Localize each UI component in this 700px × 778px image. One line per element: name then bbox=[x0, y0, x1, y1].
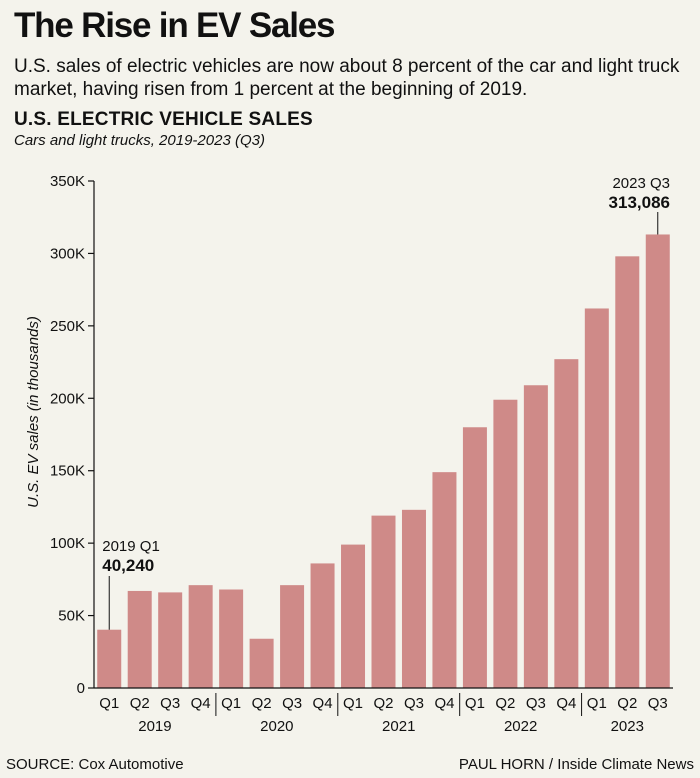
bar bbox=[188, 585, 213, 688]
x-axis-ticks: Q1 Q2 Q3 Q4 Q1 Q2 Q3 Q4 Q1 Q2 Q3 Q4 Q1 Q2 Q3 Q4 Q1 Q2 Q3 bbox=[99, 695, 668, 712]
x-tick-label: Q4 bbox=[313, 695, 333, 712]
y-tick-label: 0 bbox=[77, 680, 85, 697]
y-tick-label: 200K bbox=[50, 390, 85, 407]
bar bbox=[645, 234, 670, 688]
x-tick-label: Q2 bbox=[373, 695, 393, 712]
y-tick-label: 250K bbox=[50, 318, 85, 335]
x-tick-label: Q3 bbox=[526, 695, 546, 712]
bar bbox=[462, 427, 487, 688]
x-tick-label: Q1 bbox=[343, 695, 363, 712]
bar bbox=[615, 256, 640, 688]
bar bbox=[523, 385, 548, 688]
annotation-value: 40,240 bbox=[102, 556, 154, 575]
source-note: SOURCE: Cox Automotive bbox=[6, 756, 184, 773]
bar bbox=[493, 399, 518, 688]
credit-note: PAUL HORN / Inside Climate News bbox=[458, 756, 694, 773]
bar bbox=[310, 563, 335, 688]
page-subtitle: U.S. sales of electric vehicles are now … bbox=[14, 56, 680, 100]
bar bbox=[127, 590, 152, 688]
y-tick-label: 350K bbox=[50, 173, 85, 190]
bar bbox=[371, 515, 396, 688]
annotation-label: 2023 Q3 bbox=[612, 175, 670, 192]
x-tick-label: Q4 bbox=[556, 695, 576, 712]
bars bbox=[97, 234, 670, 688]
x-tick-label: Q3 bbox=[648, 695, 668, 712]
y-tick-label: 100K bbox=[50, 535, 85, 552]
year-label: 2023 bbox=[611, 718, 644, 735]
x-tick-label: Q2 bbox=[617, 695, 637, 712]
year-label: 2020 bbox=[260, 718, 293, 735]
y-axis-title: U.S. EV sales (in thousands) bbox=[25, 316, 42, 508]
chart-subtitle: Cars and light trucks, 2019-2023 (Q3) bbox=[14, 132, 265, 149]
bar bbox=[219, 589, 244, 688]
chart-title: U.S. ELECTRIC VEHICLE SALES bbox=[14, 109, 313, 130]
bar bbox=[97, 629, 122, 688]
x-tick-label: Q1 bbox=[465, 695, 485, 712]
bar bbox=[432, 472, 457, 688]
bar bbox=[554, 359, 579, 688]
bar bbox=[401, 509, 426, 688]
bar bbox=[158, 592, 183, 688]
x-tick-label: Q2 bbox=[130, 695, 150, 712]
bar bbox=[584, 308, 609, 688]
annotation-value: 313,086 bbox=[609, 193, 670, 212]
x-tick-label: Q1 bbox=[221, 695, 241, 712]
x-tick-label: Q2 bbox=[495, 695, 515, 712]
page-title: The Rise in EV Sales bbox=[14, 6, 336, 45]
year-label: 2019 bbox=[138, 718, 171, 735]
y-axis-ticks: 0 50K 100K 150K 200K 250K 300K 350K bbox=[50, 173, 94, 697]
annotation-label: 2019 Q1 bbox=[102, 538, 160, 555]
year-label: 2021 bbox=[382, 718, 415, 735]
x-tick-label: Q4 bbox=[191, 695, 211, 712]
y-tick-label: 150K bbox=[50, 463, 85, 480]
x-tick-label: Q4 bbox=[434, 695, 454, 712]
x-tick-label: Q2 bbox=[252, 695, 272, 712]
y-tick-label: 50K bbox=[58, 608, 85, 625]
x-tick-label: Q1 bbox=[99, 695, 119, 712]
x-tick-label: Q3 bbox=[160, 695, 180, 712]
bar bbox=[249, 638, 274, 688]
x-tick-label: Q1 bbox=[587, 695, 607, 712]
year-label: 2022 bbox=[504, 718, 537, 735]
x-tick-label: Q3 bbox=[282, 695, 302, 712]
y-tick-label: 300K bbox=[50, 245, 85, 262]
bar bbox=[280, 585, 305, 688]
x-tick-label: Q3 bbox=[404, 695, 424, 712]
bar bbox=[341, 544, 366, 688]
year-labels: 2019 2020 2021 2022 2023 bbox=[138, 693, 644, 735]
